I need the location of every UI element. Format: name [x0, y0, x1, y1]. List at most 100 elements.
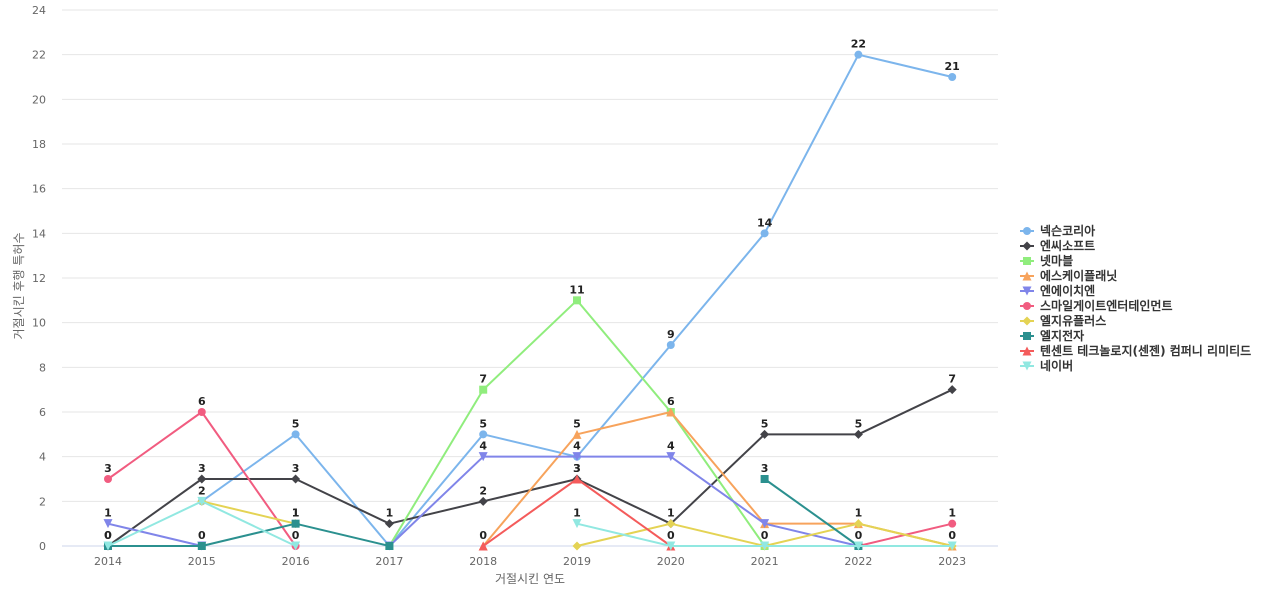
legend-item[interactable]: 엔씨소프트: [1020, 238, 1095, 253]
data-point: [572, 452, 582, 462]
legend: 넥슨코리아엔씨소프트넷마블에스케이플래닛엔에이치엔스마일게이트엔터테인먼트엘지유…: [1020, 223, 1251, 373]
data-point: [666, 452, 676, 462]
y-tick-label: 24: [32, 4, 46, 17]
legend-item[interactable]: 에스케이플래닛: [1020, 268, 1117, 283]
data-label: 7: [479, 373, 487, 386]
data-point: [947, 541, 957, 551]
data-point: [291, 541, 301, 551]
data-label: 3: [104, 462, 112, 475]
data-point: [666, 407, 676, 417]
legend-label: 엘지유플러스: [1040, 313, 1106, 328]
y-tick-label: 12: [32, 272, 46, 285]
data-point: [479, 385, 488, 394]
x-axis-title: 거절시킨 연도: [495, 572, 565, 586]
series-line: [201, 500, 296, 525]
legend-marker: [1022, 316, 1032, 326]
data-label: 4: [667, 440, 675, 453]
data-point: [572, 474, 582, 484]
data-label: 0: [479, 529, 487, 542]
data-label: 11: [569, 283, 584, 296]
data-label: 0: [104, 529, 112, 542]
legend-item[interactable]: 텐센트 테크놀로지(센젠) 컴퍼니 리미티드: [1020, 343, 1251, 358]
y-tick-label: 16: [32, 183, 46, 196]
legend-item[interactable]: 넥슨코리아: [1020, 223, 1095, 238]
data-point: [478, 541, 488, 551]
data-point: [760, 519, 770, 529]
y-tick-label: 4: [39, 451, 46, 464]
data-point: [760, 429, 770, 439]
data-point: [948, 73, 957, 81]
data-label: 5: [573, 417, 581, 430]
data-label: 22: [851, 38, 866, 51]
data-point: [760, 475, 769, 483]
data-label: 1: [104, 507, 112, 520]
y-gridlines: [62, 9, 998, 547]
data-point: [854, 50, 863, 59]
data-point: [572, 429, 582, 439]
data-label: 5: [855, 417, 863, 430]
data-label: 7: [948, 373, 956, 386]
data-label: 0: [667, 529, 675, 542]
data-label: 1: [573, 507, 581, 520]
data-label: 2: [479, 484, 487, 497]
legend-label: 에스케이플래닛: [1040, 268, 1117, 283]
data-point: [197, 408, 206, 416]
legend-item[interactable]: 엘지유플러스: [1020, 313, 1106, 328]
data-label: 5: [479, 417, 487, 430]
data-label: 0: [198, 529, 206, 542]
legend-marker: [1023, 302, 1031, 310]
legend-label: 엘지전자: [1040, 328, 1084, 343]
legend-item[interactable]: 엘지전자: [1020, 328, 1084, 343]
x-tick-label: 2018: [469, 555, 497, 568]
y-tick-label: 2: [39, 495, 46, 508]
data-label: 6: [198, 395, 206, 408]
data-label: 4: [479, 440, 487, 453]
y-axis-title: 거절시킨 후행 특허수: [11, 233, 26, 340]
series-9: [103, 496, 957, 551]
legend-item[interactable]: 넷마블: [1020, 253, 1073, 268]
series-line: [388, 455, 859, 547]
data-label: 3: [198, 462, 206, 475]
legend-marker: [1023, 227, 1031, 235]
data-label: 2: [198, 484, 206, 497]
legend-marker: [1022, 241, 1032, 251]
data-label: 0: [104, 529, 112, 542]
legend-label: 엔에이치엔: [1040, 283, 1095, 298]
data-point: [197, 474, 207, 484]
data-point: [760, 229, 769, 238]
y-tick-label: 22: [32, 49, 46, 62]
data-point: [291, 474, 301, 484]
series-line: [108, 522, 390, 547]
data-label: 0: [855, 529, 863, 542]
data-label: 4: [573, 440, 581, 453]
series-line: [107, 522, 203, 547]
legend-marker: [1022, 361, 1032, 371]
data-point: [666, 519, 676, 529]
data-point: [103, 519, 113, 529]
data-point: [291, 519, 300, 528]
data-point: [666, 541, 676, 551]
data-label: 5: [761, 417, 769, 430]
x-tick-label: 2019: [563, 555, 591, 568]
legend-item[interactable]: 스마일게이트엔터테인먼트: [1020, 298, 1172, 313]
legend-label: 넥슨코리아: [1040, 223, 1095, 238]
data-point: [572, 541, 582, 551]
data-label: 1: [667, 507, 675, 520]
data-point: [479, 430, 488, 439]
data-label: 1: [292, 507, 300, 520]
legend-label: 네이버: [1040, 358, 1073, 373]
legend-label: 엔씨소프트: [1040, 238, 1095, 253]
x-tick-label: 2016: [282, 555, 310, 568]
data-point: [760, 541, 770, 551]
data-point: [666, 341, 675, 349]
legend-item[interactable]: 네이버: [1020, 358, 1073, 373]
data-label: 21: [945, 60, 960, 73]
y-tick-label: 6: [39, 406, 46, 419]
data-point: [197, 542, 206, 550]
y-tick-label: 8: [39, 361, 46, 374]
data-point: [103, 541, 113, 551]
data-point: [104, 475, 112, 483]
legend-item[interactable]: 엔에이치엔: [1020, 283, 1095, 298]
data-label: 1: [855, 507, 863, 520]
